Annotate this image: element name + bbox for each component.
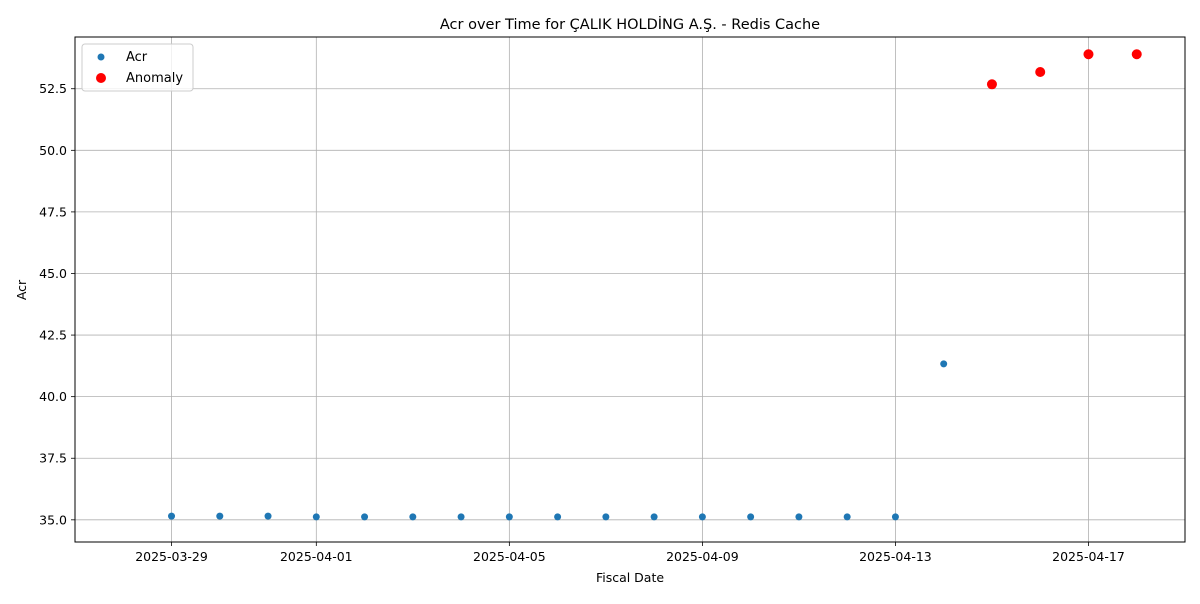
y-tick-label: 50.0 [39, 143, 67, 158]
x-tick-label: 2025-03-29 [135, 549, 208, 564]
acr-point [409, 513, 417, 521]
data-points [168, 49, 1142, 521]
legend-acr-marker [97, 53, 105, 61]
grid-lines [75, 37, 1185, 542]
acr-point [650, 513, 658, 521]
legend: Acr Anomaly [81, 43, 194, 92]
legend-anomaly-marker [96, 73, 106, 83]
acr-point [554, 513, 562, 521]
acr-point [168, 512, 176, 520]
x-tick-label: 2025-04-01 [280, 549, 353, 564]
anomaly-point [1035, 66, 1046, 77]
y-tick-label: 37.5 [39, 451, 67, 466]
y-tick-label: 42.5 [39, 328, 67, 343]
y-tick-label: 40.0 [39, 389, 67, 404]
x-tick-label: 2025-04-09 [666, 549, 739, 564]
acr-point [264, 512, 272, 520]
acr-point [602, 513, 610, 521]
y-axis-label: Acr [14, 279, 29, 300]
acr-point [698, 513, 706, 521]
x-tick-label: 2025-04-13 [859, 549, 932, 564]
x-tick-label: 2025-04-17 [1052, 549, 1125, 564]
acr-point [505, 513, 513, 521]
acr-point [940, 360, 948, 368]
y-tick-label: 47.5 [39, 204, 67, 219]
chart-title: Acr over Time for ÇALIK HOLDİNG A.Ş. - R… [440, 15, 820, 33]
y-tick-label: 52.5 [39, 81, 67, 96]
acr-point [361, 513, 369, 521]
axis-ticks: 2025-03-29 2025-04-01 2025-04-05 2025-04-09… [39, 81, 1125, 564]
acr-point [457, 513, 465, 521]
acr-point [795, 513, 803, 521]
anomaly-point [1131, 49, 1142, 60]
legend-acr-label: Acr [126, 50, 148, 65]
acr-point [747, 513, 755, 521]
y-tick-label: 45.0 [39, 266, 67, 281]
x-tick-label: 2025-04-05 [473, 549, 546, 564]
legend-anomaly-label: Anomaly [126, 71, 183, 86]
plot-area-frame [74, 36, 1186, 543]
anomaly-point [986, 79, 997, 90]
acr-point [891, 513, 899, 521]
acr-point [312, 513, 320, 521]
acr-point [843, 513, 851, 521]
y-tick-label: 35.0 [39, 512, 67, 527]
x-axis-label: Fiscal Date [596, 570, 664, 585]
legend-box [81, 43, 194, 92]
acr-point [216, 512, 224, 520]
anomaly-point [1083, 49, 1094, 60]
